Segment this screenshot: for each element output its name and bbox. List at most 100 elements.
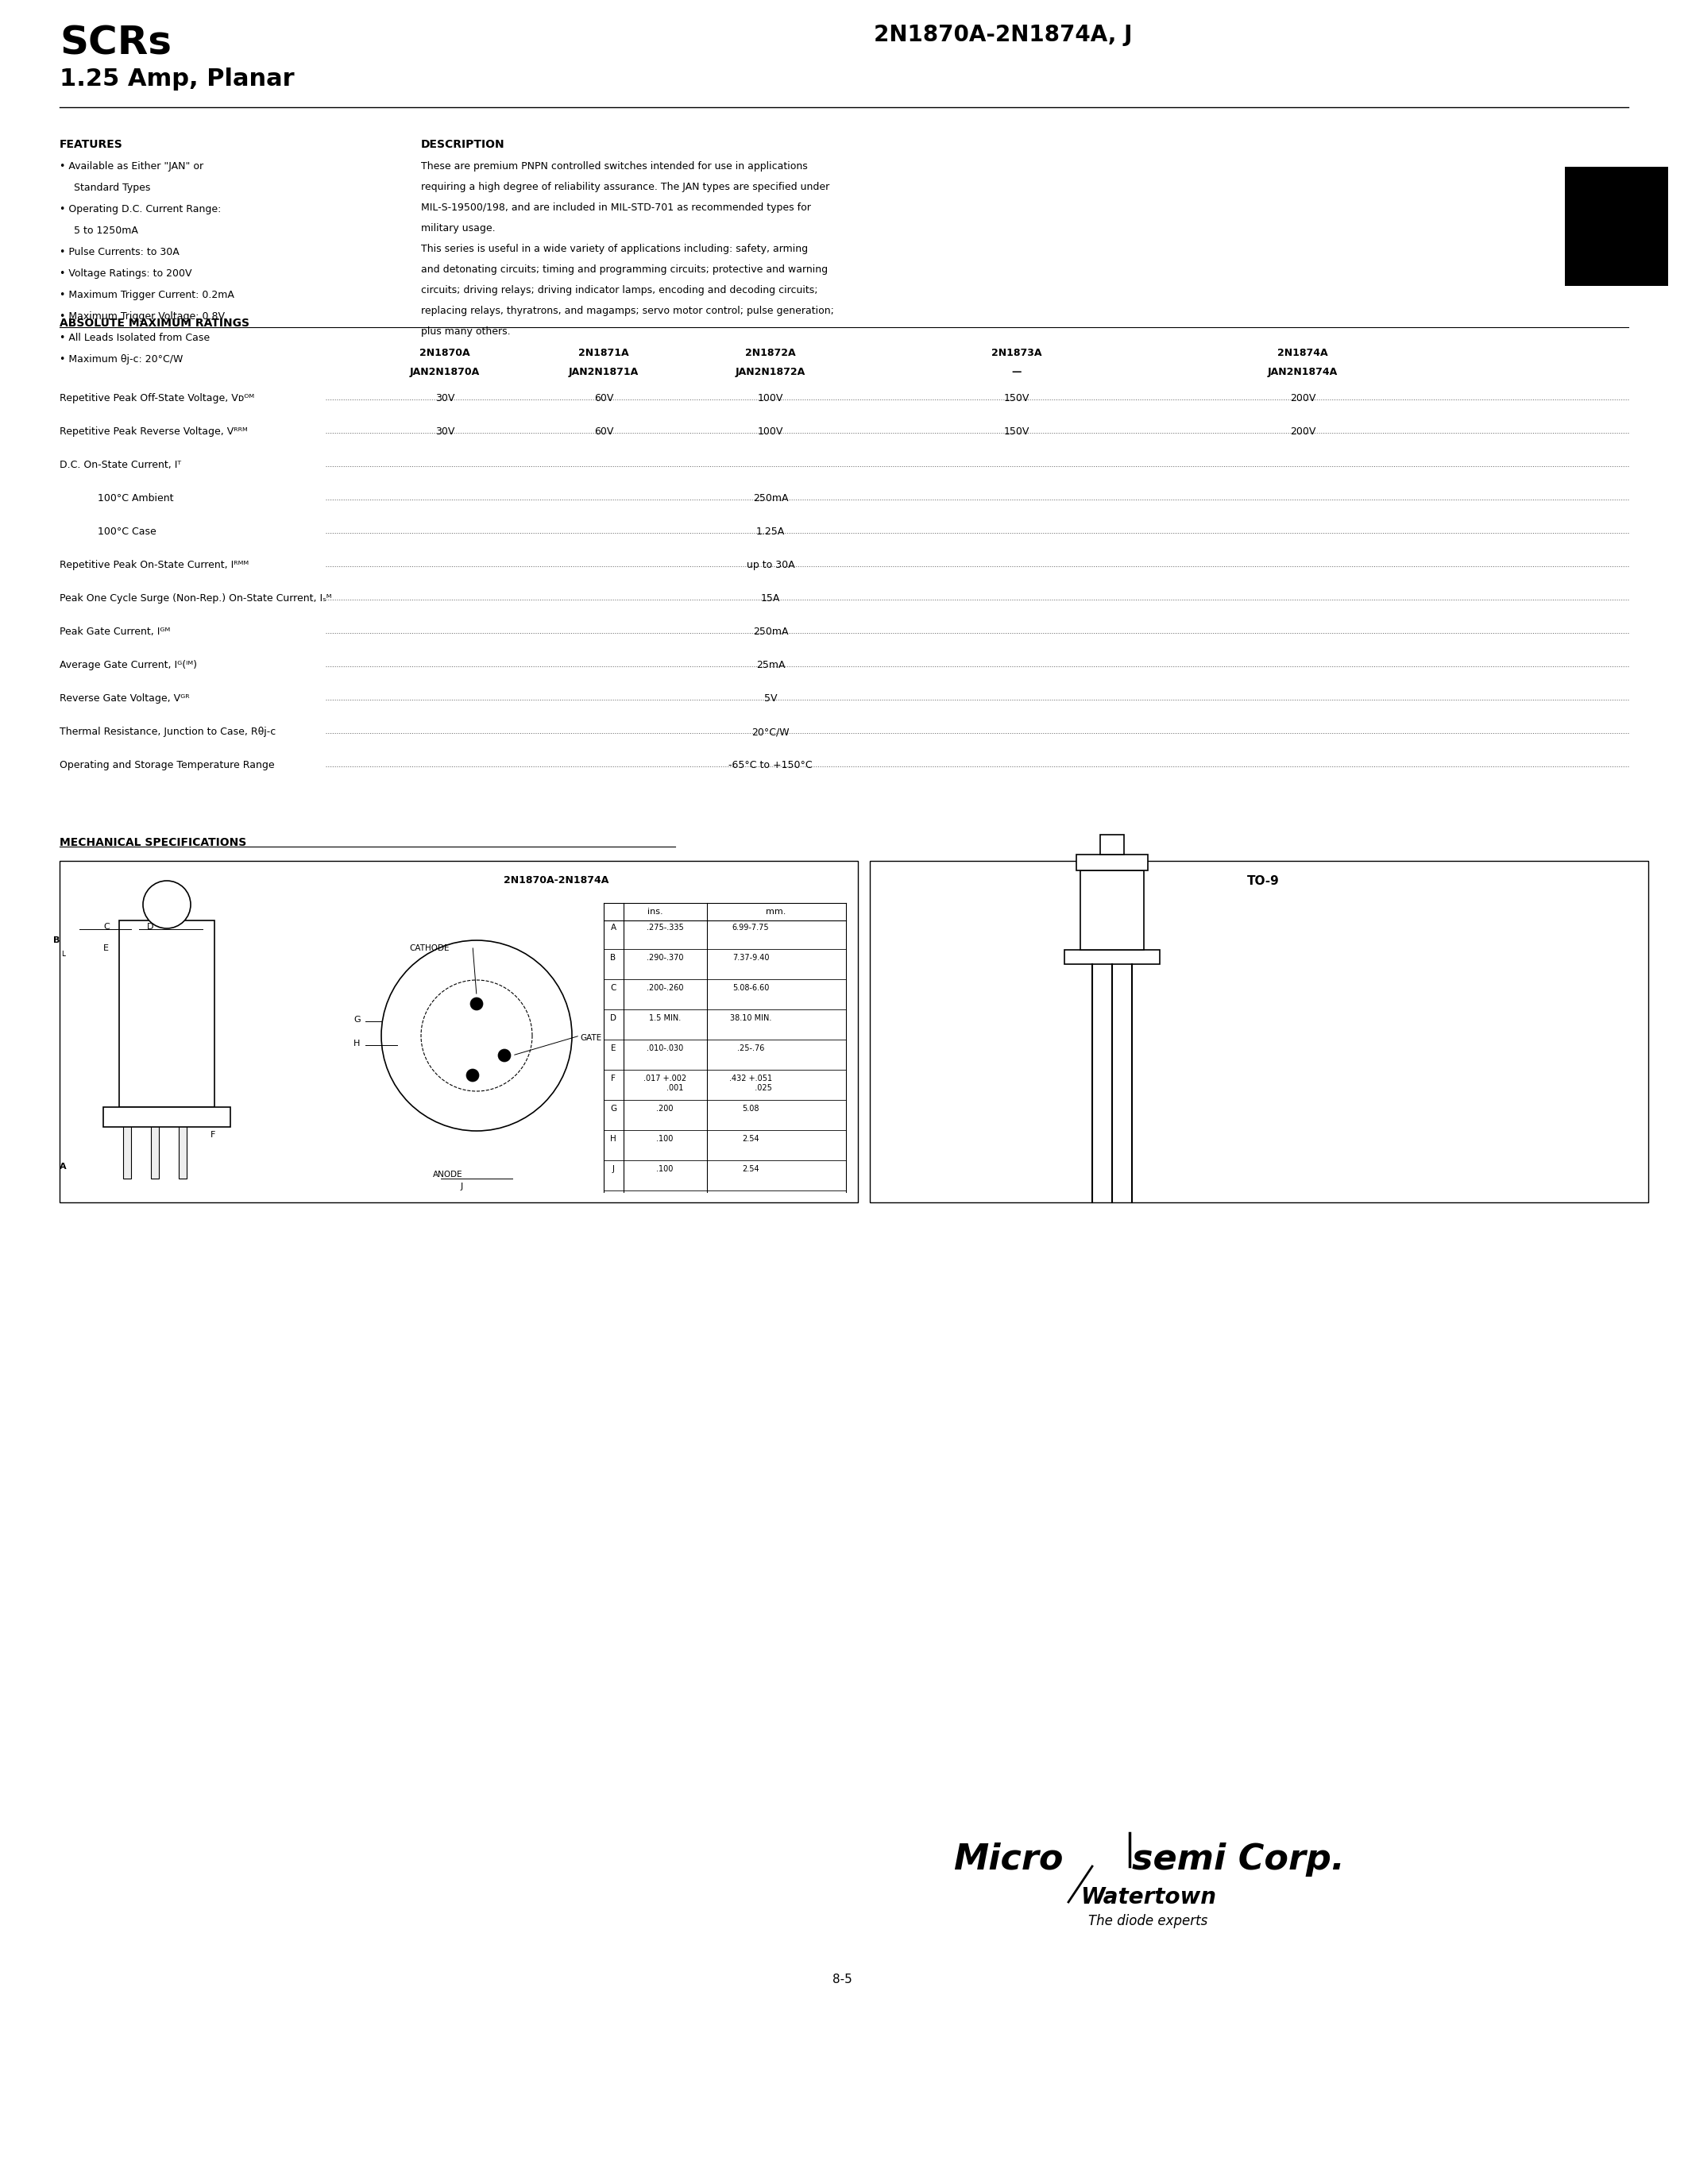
Text: .432 +.051
          .025: .432 +.051 .025: [729, 1075, 771, 1092]
Text: plus many others.: plus many others.: [420, 325, 510, 336]
Text: ANODE: ANODE: [432, 1171, 463, 1179]
Text: B: B: [611, 954, 616, 961]
Text: 250mA: 250mA: [753, 627, 788, 638]
Text: semi Corp.: semi Corp.: [1133, 1843, 1345, 1876]
Text: Repetitive Peak Reverse Voltage, Vᴿᴿᴹ: Repetitive Peak Reverse Voltage, Vᴿᴿᴹ: [59, 426, 248, 437]
Text: C: C: [611, 985, 616, 992]
Text: • Maximum θj‑c: 20°C/W: • Maximum θj‑c: 20°C/W: [59, 354, 182, 365]
Text: DESCRIPTION: DESCRIPTION: [420, 140, 505, 151]
Bar: [103, 1107, 230, 1127]
Text: FEATURES: FEATURES: [59, 140, 123, 151]
Text: 38.10 MIN.: 38.10 MIN.: [729, 1013, 771, 1022]
Text: C: C: [103, 924, 110, 930]
Text: The diode experts: The diode experts: [1089, 1913, 1207, 1928]
Text: 7.37-9.40: 7.37-9.40: [733, 954, 770, 961]
Text: 150V: 150V: [1004, 426, 1030, 437]
Bar: [1101, 834, 1124, 854]
Bar: [869, 860, 1647, 1203]
Text: 1.25 Amp, Planar: 1.25 Amp, Planar: [59, 68, 294, 90]
Text: D.C. On-State Current, Iᵀ: D.C. On-State Current, Iᵀ: [59, 461, 181, 470]
Text: J: J: [461, 1182, 463, 1190]
Text: 5V: 5V: [765, 692, 776, 703]
Text: Watertown: Watertown: [1080, 1887, 1215, 1909]
Circle shape: [498, 1048, 511, 1061]
Text: 100V: 100V: [758, 426, 783, 437]
Text: 150V: 150V: [1004, 393, 1030, 404]
Text: .275-.335: .275-.335: [647, 924, 684, 933]
Text: JAN2N1870A: JAN2N1870A: [410, 367, 479, 378]
Text: • Available as Either "JAN" or: • Available as Either "JAN" or: [59, 162, 204, 173]
Text: └: └: [59, 952, 64, 961]
Text: 2N1872A: 2N1872A: [746, 347, 795, 358]
Text: Peak One Cycle Surge (Non-Rep.) On-State Current, Iₛᴹ: Peak One Cycle Surge (Non-Rep.) On-State…: [59, 594, 331, 603]
Bar: [179, 1059, 187, 1179]
Text: JAN2N1871A: JAN2N1871A: [569, 367, 638, 378]
Text: up to 30A: up to 30A: [746, 559, 795, 570]
Text: B: B: [52, 937, 59, 943]
Text: military usage.: military usage.: [420, 223, 495, 234]
Text: 1.5 MIN.: 1.5 MIN.: [648, 1013, 680, 1022]
Text: 2N1874A: 2N1874A: [1278, 347, 1328, 358]
Text: —: —: [1011, 367, 1021, 378]
Text: ABSOLUTE MAXIMUM RATINGS: ABSOLUTE MAXIMUM RATINGS: [59, 317, 250, 330]
Text: Micro: Micro: [954, 1843, 1063, 1876]
Text: • Voltage Ratings: to 200V: • Voltage Ratings: to 200V: [59, 269, 192, 280]
Text: 8-5: 8-5: [832, 1974, 852, 1985]
Text: 8: 8: [1602, 199, 1631, 238]
Text: requiring a high degree of reliability assurance. The JAN types are specified un: requiring a high degree of reliability a…: [420, 181, 829, 192]
Text: G: G: [353, 1016, 360, 1024]
Text: D: D: [147, 924, 154, 930]
Text: .017 +.002
        .001: .017 +.002 .001: [643, 1075, 687, 1092]
Text: A: A: [59, 1162, 66, 1171]
Text: 60V: 60V: [594, 426, 613, 437]
Text: Operating and Storage Temperature Range: Operating and Storage Temperature Range: [59, 760, 275, 771]
Text: JAN2N1872A: JAN2N1872A: [736, 367, 805, 378]
Text: 5.08: 5.08: [743, 1105, 760, 1112]
Text: .100: .100: [657, 1136, 674, 1142]
Text: • Pulse Currents: to 30A: • Pulse Currents: to 30A: [59, 247, 179, 258]
Text: SCRs: SCRs: [59, 24, 172, 61]
Text: D: D: [609, 1013, 616, 1022]
Text: 2N1870A-2N1874A: 2N1870A-2N1874A: [503, 876, 609, 885]
Text: CATHODE: CATHODE: [408, 943, 449, 952]
Text: • All Leads Isolated from Case: • All Leads Isolated from Case: [59, 332, 209, 343]
Text: 100V: 100V: [758, 393, 783, 404]
Text: MECHANICAL SPECIFICATIONS: MECHANICAL SPECIFICATIONS: [59, 836, 246, 847]
Text: TO-9: TO-9: [1247, 876, 1280, 887]
Bar: [1065, 950, 1160, 963]
Circle shape: [381, 941, 572, 1131]
Text: 200V: 200V: [1290, 426, 1315, 437]
Text: ins.: ins.: [648, 909, 663, 915]
Text: 60V: 60V: [594, 393, 613, 404]
Text: 100°C Case: 100°C Case: [59, 526, 157, 537]
Bar: [1080, 871, 1144, 950]
Bar: [1565, 166, 1668, 286]
Text: H: H: [353, 1040, 360, 1048]
Text: 2N1873A: 2N1873A: [991, 347, 1041, 358]
Text: 250mA: 250mA: [753, 494, 788, 505]
Text: 2.54: 2.54: [743, 1164, 760, 1173]
Text: E: E: [611, 1044, 616, 1053]
Circle shape: [466, 1068, 479, 1081]
Text: H: H: [609, 1136, 616, 1142]
Bar: [1077, 854, 1148, 871]
Circle shape: [471, 998, 483, 1011]
Text: Peak Gate Current, Iᴳᴹ: Peak Gate Current, Iᴳᴹ: [59, 627, 170, 638]
Bar: [150, 1059, 159, 1179]
Text: J: J: [613, 1164, 614, 1173]
Text: F: F: [211, 1131, 216, 1138]
Text: 2N1870A: 2N1870A: [420, 347, 469, 358]
Text: 200V: 200V: [1290, 393, 1315, 404]
Text: replacing relays, thyratrons, and magamps; servo motor control; pulse generation: replacing relays, thyratrons, and magamp…: [420, 306, 834, 317]
Text: 100°C Ambient: 100°C Ambient: [59, 494, 174, 505]
Text: Repetitive Peak Off-State Voltage, Vᴅᴼᴹ: Repetitive Peak Off-State Voltage, Vᴅᴼᴹ: [59, 393, 255, 404]
Text: 30V: 30V: [436, 426, 454, 437]
Text: .200: .200: [657, 1105, 674, 1112]
Text: Thermal Resistance, Junction to Case, Rθj‑c: Thermal Resistance, Junction to Case, Rθ…: [59, 727, 275, 736]
Text: .290-.370: .290-.370: [647, 954, 684, 961]
Text: Average Gate Current, Iᴳ(ᴵᴹ): Average Gate Current, Iᴳ(ᴵᴹ): [59, 660, 197, 670]
Text: 2.54: 2.54: [743, 1136, 760, 1142]
Text: 15A: 15A: [761, 594, 780, 603]
Text: 20°C/W: 20°C/W: [751, 727, 790, 736]
Text: 25mA: 25mA: [756, 660, 785, 670]
